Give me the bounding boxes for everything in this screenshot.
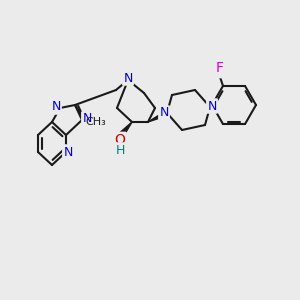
Text: O: O xyxy=(115,133,125,147)
Polygon shape xyxy=(148,111,168,122)
Text: F: F xyxy=(216,61,224,75)
Text: CH₃: CH₃ xyxy=(85,117,106,127)
Text: N: N xyxy=(207,100,217,112)
Text: N: N xyxy=(123,71,133,85)
Text: H: H xyxy=(115,143,125,157)
Polygon shape xyxy=(120,122,132,136)
Text: N: N xyxy=(82,112,92,125)
Text: F: F xyxy=(216,63,224,77)
Text: N: N xyxy=(63,146,73,158)
Text: N: N xyxy=(159,106,169,119)
Text: N: N xyxy=(51,100,61,113)
